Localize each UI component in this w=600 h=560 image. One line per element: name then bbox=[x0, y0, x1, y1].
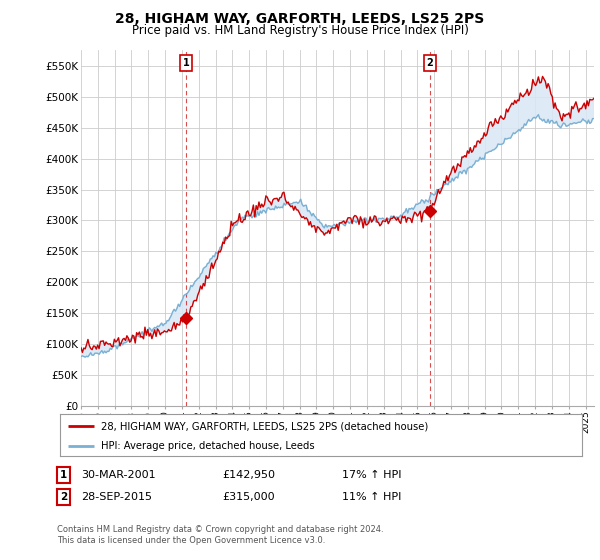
Text: £315,000: £315,000 bbox=[222, 492, 275, 502]
Text: 1: 1 bbox=[183, 58, 190, 68]
Text: £142,950: £142,950 bbox=[222, 470, 275, 480]
Text: HPI: Average price, detached house, Leeds: HPI: Average price, detached house, Leed… bbox=[101, 441, 314, 451]
Text: Contains HM Land Registry data © Crown copyright and database right 2024.
This d: Contains HM Land Registry data © Crown c… bbox=[57, 525, 383, 545]
Text: 30-MAR-2001: 30-MAR-2001 bbox=[81, 470, 155, 480]
Text: 2: 2 bbox=[60, 492, 67, 502]
Text: 11% ↑ HPI: 11% ↑ HPI bbox=[342, 492, 401, 502]
Text: 17% ↑ HPI: 17% ↑ HPI bbox=[342, 470, 401, 480]
Text: 28, HIGHAM WAY, GARFORTH, LEEDS, LS25 2PS: 28, HIGHAM WAY, GARFORTH, LEEDS, LS25 2P… bbox=[115, 12, 485, 26]
Text: Price paid vs. HM Land Registry's House Price Index (HPI): Price paid vs. HM Land Registry's House … bbox=[131, 24, 469, 36]
Text: 28-SEP-2015: 28-SEP-2015 bbox=[81, 492, 152, 502]
Text: 1: 1 bbox=[60, 470, 67, 480]
Text: 2: 2 bbox=[427, 58, 433, 68]
Text: 28, HIGHAM WAY, GARFORTH, LEEDS, LS25 2PS (detached house): 28, HIGHAM WAY, GARFORTH, LEEDS, LS25 2P… bbox=[101, 421, 428, 431]
